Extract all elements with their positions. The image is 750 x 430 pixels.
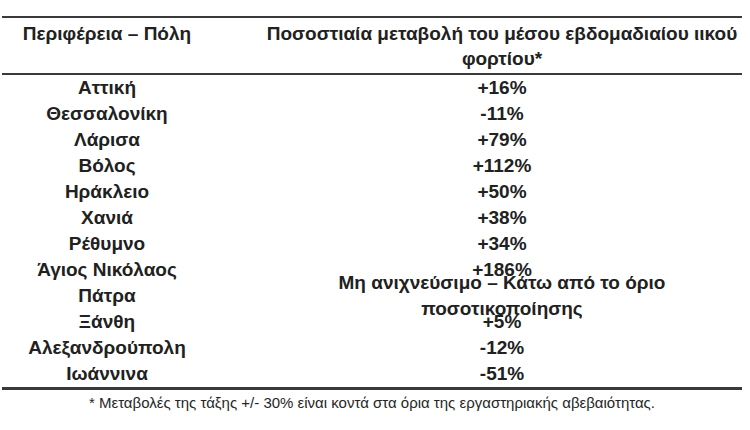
table-row: Ξάνθη +5% [2,309,742,335]
value-cell: +112% [212,153,742,179]
city-cell: Βόλος [2,153,212,179]
value-cell: +16% [212,75,742,101]
value-cell: +50% [212,179,742,205]
table-row: Λάρισα +79% [2,127,742,153]
header-percent-change: Ποσοστιαία μεταβολή του μέσου εβδομαδιαί… [212,21,742,71]
city-cell: Λάρισα [2,127,212,153]
table-footnote: * Μεταβολές της τάξης +/- 30% είναι κοντ… [2,387,742,411]
value-cell: +79% [212,127,742,153]
table-row: Αλεξανδρούπολη -12% [2,335,742,361]
city-cell: Αττική [2,75,212,101]
table-row: Βόλος +112% [2,153,742,179]
value-cell: -11% [212,101,742,127]
city-cell: Θεσσαλονίκη [2,101,212,127]
value-cell: +38% [212,205,742,231]
table-body: Αττική +16% Θεσσαλονίκη -11% Λάρισα +79%… [2,75,742,387]
table-row: Ρέθυμνο +34% [2,231,742,257]
header-region-city: Περιφέρεια – Πόλη [2,21,212,71]
city-cell: Άγιος Νικόλαος [2,257,212,283]
table-row: Θεσσαλονίκη -11% [2,101,742,127]
city-cell: Ιωάννινα [2,361,212,387]
city-cell: Χανιά [2,205,212,231]
city-cell: Ηράκλειο [2,179,212,205]
table-row: Ιωάννινα -51% [2,361,742,387]
table-row: Αττική +16% [2,75,742,101]
value-cell: -12% [212,335,742,361]
table-row: Ηράκλειο +50% [2,179,742,205]
table-row: Πάτρα Μη ανιχνεύσιμο – Κάτω από το όριο … [2,283,742,309]
value-cell: +5% [212,309,742,335]
city-cell: Ρέθυμνο [2,231,212,257]
header-percent-change-line1: Ποσοστιαία μεταβολή του μέσου εβδομαδιαί… [267,23,738,44]
table-header-row: Περιφέρεια – Πόλη Ποσοστιαία μεταβολή το… [2,16,742,75]
city-cell: Πάτρα [2,283,212,309]
header-percent-change-line2: φορτίου* [462,48,542,69]
value-cell: -51% [212,361,742,387]
document-page: Περιφέρεια – Πόλη Ποσοστιαία μεταβολή το… [0,0,750,430]
viral-load-table: Περιφέρεια – Πόλη Ποσοστιαία μεταβολή το… [2,16,742,411]
city-cell: Ξάνθη [2,309,212,335]
table-row: Χανιά +38% [2,205,742,231]
city-cell: Αλεξανδρούπολη [2,335,212,361]
value-cell: +34% [212,231,742,257]
